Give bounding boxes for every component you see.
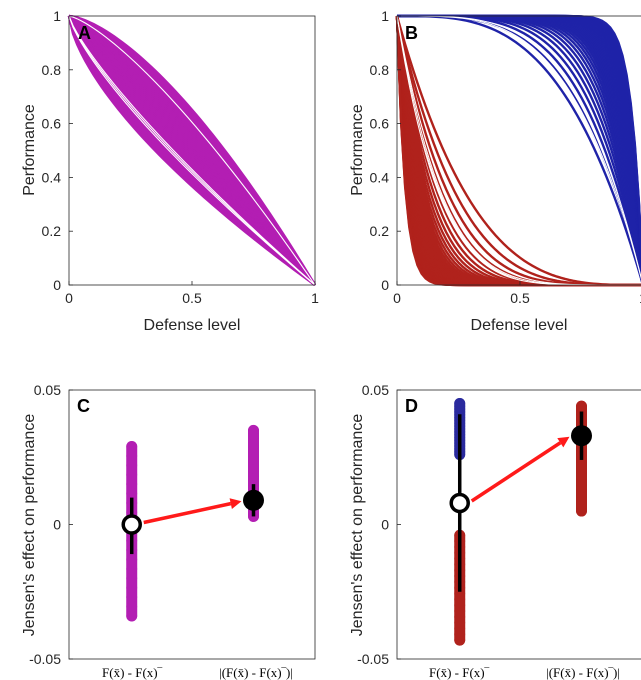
panel-d-label: D <box>405 396 418 416</box>
panel-d-arrow-shaft <box>470 441 562 503</box>
panel-d-ytick-label: -0.05 <box>357 651 389 667</box>
panel-c-point <box>126 610 138 622</box>
panel-b-curves <box>395 14 641 287</box>
panel-a-ytick-label: 0.4 <box>42 169 62 185</box>
panel-c-point <box>126 554 138 565</box>
panel-d-ytick-label: 0 <box>381 517 389 533</box>
panel-b: 0 0.5 1 0 0.2 0.4 0.6 0.8 1 B Defense level Perf… <box>349 8 641 334</box>
panel-d-mean-open <box>449 492 470 514</box>
panel-c-point <box>126 582 138 594</box>
panel-a-ytick-label: 0 <box>53 277 61 293</box>
panel-a-ticks: 0 0.5 1 0 0.2 0.4 0.6 0.8 1 <box>42 8 320 306</box>
panel-d-plot <box>449 397 592 646</box>
panel-c-point <box>126 450 138 462</box>
panel-c-mean-filled <box>243 489 264 511</box>
panel-c-xcat-1: |(F(x̄) - F(x)‾)| <box>219 665 293 680</box>
panel-b-ylabel: Performance <box>349 104 366 196</box>
panel-a-curve-gap <box>68 15 316 286</box>
panel-c-plot <box>121 424 264 622</box>
panel-c-point <box>126 459 138 471</box>
panel-c-ytick-label: 0.05 <box>34 382 61 398</box>
panel-d-arrow-head <box>557 436 570 448</box>
panel-c-point <box>126 488 138 499</box>
panel-b-ticks: 0 0.5 1 0 0.2 0.4 0.6 0.8 1 <box>370 8 641 306</box>
panel-b-ytick-label: 0.2 <box>370 223 390 239</box>
panel-a-curve <box>68 14 317 286</box>
panel-d-xcat-0: F(x̄) - F(x)‾ <box>429 665 490 680</box>
panel-b-ytick-label: 0.4 <box>370 169 390 185</box>
panel-d-axes-box <box>396 389 641 660</box>
panel-a-label: A <box>78 23 91 43</box>
panel-a-xtick-label: 0 <box>65 290 73 306</box>
panel-a-ytick-label: 1 <box>53 8 61 24</box>
panel-c-point <box>126 591 138 603</box>
panel-c-ticks: -0.05 0 0.05 <box>29 382 73 667</box>
panel-a-ytick-label: 0.8 <box>42 62 62 78</box>
panel-d-point <box>454 398 466 409</box>
panel-c-xcat-0: F(x̄) - F(x)‾ <box>102 665 163 680</box>
panel-d-point <box>576 400 587 412</box>
panel-a-xtick-label: 1 <box>311 290 319 306</box>
panel-a-ylabel: Performance <box>21 104 38 196</box>
panel-c-arrow-shaft <box>143 501 232 525</box>
panel-a-curve-gap <box>68 15 316 286</box>
panel-d-xcat-1: |(F(x̄) - F(x)‾)| <box>546 665 620 680</box>
panel-b-ytick-label: 0 <box>381 277 389 293</box>
panel-c-point <box>126 563 138 575</box>
panel-a-ytick-label: 0.2 <box>42 223 62 239</box>
panel-c-axes-box <box>68 389 316 660</box>
panel-c-point <box>126 572 138 584</box>
panel-d: -0.05 0 0.05 D Jensen's effect on performa… <box>349 382 641 680</box>
panel-c: -0.05 0 0.05 C Jensen's effect on performa… <box>21 382 316 680</box>
panel-c-ylabel: Jensen's effect on performance <box>21 414 38 637</box>
panel-a-xtick-label: 0.5 <box>182 290 202 306</box>
panel-b-xtick-label: 0 <box>393 290 401 306</box>
panel-a-xlabel: Defense level <box>144 317 241 334</box>
panel-d-ylabel: Jensen's effect on performance <box>349 414 366 637</box>
panel-a-curves <box>67 14 317 286</box>
panel-b-ytick-label: 0.6 <box>370 116 390 132</box>
panel-c-ytick-label: 0 <box>53 517 61 533</box>
panel-b-xtick-label: 1 <box>639 290 641 306</box>
panel-d-ytick-label: 0.05 <box>362 382 389 398</box>
panel-b-label: B <box>405 23 418 43</box>
panel-a-curve-gap <box>68 15 316 286</box>
panel-a-curve-gap <box>68 15 316 286</box>
panel-c-arrow-head <box>229 498 242 509</box>
panel-b-ytick-label: 0.8 <box>370 62 390 78</box>
panel-c-label: C <box>77 396 90 416</box>
panel-d-ticks: -0.05 0 0.05 <box>357 382 401 667</box>
panel-b-xtick-label: 0.5 <box>510 290 530 306</box>
panel-c-mean-open <box>121 514 142 535</box>
panel-c-point <box>126 601 138 612</box>
panel-a-ytick-label: 0.6 <box>42 116 62 132</box>
panel-b-ytick-label: 1 <box>381 8 389 24</box>
panel-c-point <box>126 478 138 490</box>
panel-c-ytick-label: -0.05 <box>29 651 61 667</box>
panel-c-point <box>126 469 138 481</box>
panel-c-point <box>126 441 138 452</box>
panel-b-xlabel: Defense level <box>471 317 568 334</box>
panel-a: 0 0.5 1 0 0.2 0.4 0.6 0.8 1 A Defense level Perf… <box>21 8 319 334</box>
panel-c-point <box>248 424 259 436</box>
panel-d-mean-filled <box>571 425 592 447</box>
